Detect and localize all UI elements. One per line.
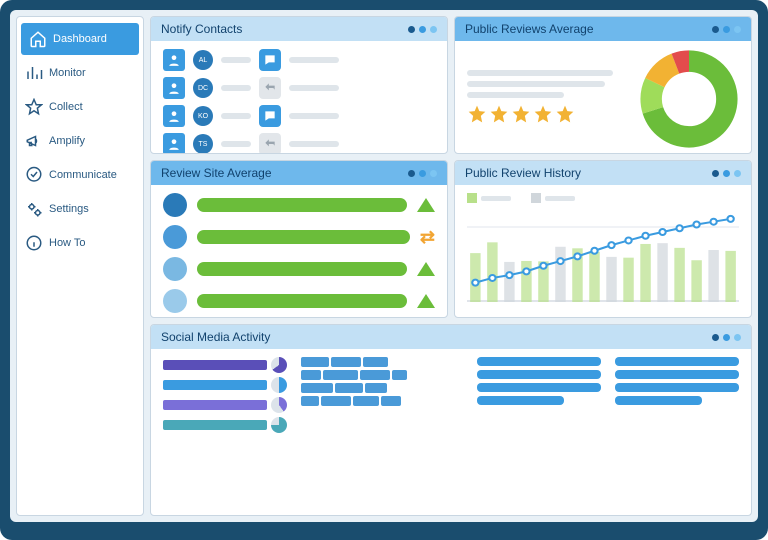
initials-badge: TS [193,134,213,154]
panel-header: Review Site Average [151,161,447,185]
social-col-3 [477,357,601,433]
site-row [163,257,435,281]
history-chart [467,207,739,302]
panel-menu-icon[interactable] [408,26,437,33]
site-row [163,193,435,217]
panel-notify: Notify Contacts AL DC KO TS [150,16,448,154]
site-row [163,289,435,313]
nav-collect[interactable]: Collect [17,91,143,123]
reviews-summary [467,70,629,129]
nav-dashboard[interactable]: Dashboard [21,23,139,55]
nav-label: Communicate [49,169,117,181]
trend-up-icon [417,262,435,276]
nav-label: Settings [49,203,89,215]
panel-menu-icon[interactable] [712,26,741,33]
avatar-icon [163,49,185,71]
star-rating [467,104,629,129]
notify-body: AL DC KO TS [151,41,447,154]
contact-row[interactable]: TS [163,133,435,154]
star-icon [467,104,487,129]
trend-up-icon [417,294,435,308]
history-body [455,185,751,317]
panel-menu-icon[interactable] [712,334,741,341]
home-icon [29,30,47,48]
contact-row[interactable]: AL [163,49,435,71]
avatar-icon [163,133,185,154]
star-icon [533,104,553,129]
panel-social: Social Media Activity [150,324,752,516]
panel-history: Public Review History [454,160,752,318]
star-icon [489,104,509,129]
chat-icon[interactable] [259,49,281,71]
monitor-frame: Dashboard Monitor Collect Amplify Commun… [0,0,768,540]
bars-icon [25,64,43,82]
site-dot [163,225,187,249]
social-col-4 [615,357,739,433]
nav-label: Monitor [49,67,86,79]
panel-menu-icon[interactable] [408,170,437,177]
reply-icon[interactable] [259,133,281,154]
chat-check-icon [25,166,43,184]
nav-communicate[interactable]: Communicate [17,159,143,191]
social-body [151,349,751,441]
megaphone-icon [25,132,43,150]
star-icon [555,104,575,129]
screen: Dashboard Monitor Collect Amplify Commun… [10,10,758,522]
panel-header: Public Reviews Average [455,17,751,41]
reply-icon[interactable] [259,77,281,99]
nav-monitor[interactable]: Monitor [17,57,143,89]
panel-header: Notify Contacts [151,17,447,41]
donut-chart [639,49,739,149]
nav-label: Amplify [49,135,85,147]
star-icon [511,104,531,129]
trend-up-icon [417,198,435,212]
panel-header: Public Review History [455,161,751,185]
chat-icon[interactable] [259,105,281,127]
site-bar [197,294,407,308]
sidebar: Dashboard Monitor Collect Amplify Commun… [16,16,144,516]
gears-icon [25,200,43,218]
reviews-body [455,41,751,154]
panel-menu-icon[interactable] [712,170,741,177]
panel-site-avg: Review Site Average ⇄ [150,160,448,318]
star-icon [25,98,43,116]
nav-howto[interactable]: How To [17,227,143,259]
panel-title: Review Site Average [161,166,272,180]
avatar-icon [163,77,185,99]
site-avg-body: ⇄ [151,185,447,318]
site-dot [163,257,187,281]
initials-badge: DC [193,78,213,98]
site-dot [163,289,187,313]
site-dot [163,193,187,217]
contact-row[interactable]: DC [163,77,435,99]
trend-flat-icon: ⇄ [420,227,435,248]
nav-settings[interactable]: Settings [17,193,143,225]
avatar-icon [163,105,185,127]
social-col-1 [163,357,287,433]
contact-row[interactable]: KO [163,105,435,127]
panel-title: Public Reviews Average [465,22,594,36]
panel-reviews-avg: Public Reviews Average [454,16,752,154]
initials-badge: AL [193,50,213,70]
nav-amplify[interactable]: Amplify [17,125,143,157]
panel-header: Social Media Activity [151,325,751,349]
site-bar [197,230,410,244]
panel-title: Notify Contacts [161,22,242,36]
initials-badge: KO [193,106,213,126]
nav-label: Dashboard [53,33,107,45]
site-row: ⇄ [163,225,435,249]
panel-title: Social Media Activity [161,330,270,344]
panel-title: Public Review History [465,166,581,180]
info-icon [25,234,43,252]
site-bar [197,262,407,276]
site-bar [197,198,407,212]
nav-label: Collect [49,101,83,113]
social-col-2 [301,357,462,433]
main-content: Notify Contacts AL DC KO TS Public Revie… [148,10,758,522]
nav-label: How To [49,237,85,249]
